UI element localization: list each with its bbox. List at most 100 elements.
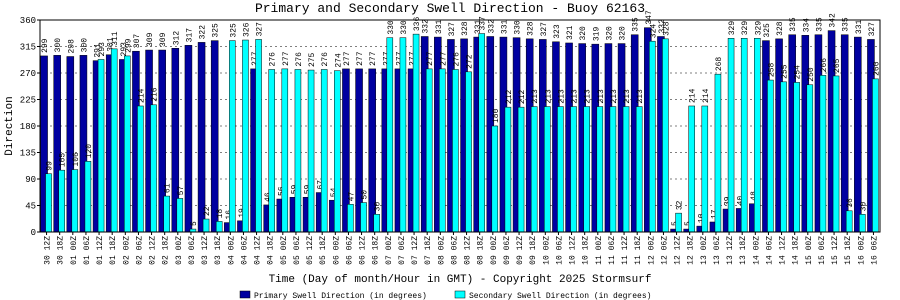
value-label: 213 [571,89,580,104]
value-label: 332 [422,19,431,34]
bar [583,106,590,233]
bar [71,169,79,233]
value-label: 30 [859,202,868,212]
plot-frame [39,19,881,233]
value-label: 321 [566,25,575,40]
value-label: 327 [256,22,265,37]
value-label: 266 [820,58,829,73]
value-label: 299 [41,38,50,53]
value-label: 214 [702,88,711,103]
bar [215,221,223,233]
value-label: 275 [308,52,317,67]
value-label: 309 [159,32,168,47]
x-tick-label: 03 12Z [201,236,210,265]
value-label: 309 [146,32,155,47]
legend-label: Secondary Swell Direction (in degrees) [469,292,651,300]
value-label: 334 [802,18,811,33]
x-tick-label: 10 06Z [555,236,564,265]
value-label: 327 [868,22,877,37]
x-tick-label: 12 18Z [687,236,696,265]
x-tick-label: 04 18Z [267,236,276,265]
bar [255,39,262,233]
value-label: 328 [662,21,671,36]
bar [557,106,564,233]
bar [184,45,193,233]
bar [635,106,643,233]
value-label: 255 [781,64,790,79]
y-tick-label: 270 [20,69,36,79]
value-label: 298 [67,39,76,54]
value-label: 328 [527,21,536,36]
x-tick-label: 08 00Z [437,236,446,265]
value-label: 335 [789,17,798,32]
value-label: 331 [474,19,483,34]
x-tick-label: 12 00Z [647,236,656,265]
value-label: 322 [199,25,208,40]
value-label: 276 [321,52,330,67]
x-tick-label: 14 00Z [752,236,761,265]
value-label: 277 [439,51,448,66]
value-label: 319 [592,27,601,42]
x-tick-label: 15 00Z [805,236,814,265]
x-tick-label: 06 00Z [332,236,341,265]
value-label: 331 [855,19,864,34]
value-label: 329 [741,21,750,36]
x-tick-label: 11 00Z [595,236,604,265]
bar [137,105,144,233]
value-label: 325 [229,23,238,38]
value-label: 213 [544,89,553,104]
x-tick-label: 02 18Z [162,236,171,265]
bar [360,202,367,233]
bar [780,81,787,233]
bar [622,106,630,233]
x-tick-label: 03 18Z [214,236,223,265]
value-label: 260 [872,61,881,76]
bar [609,106,617,233]
legend-label: Primary Swell Direction (in degrees) [254,292,427,300]
bar [452,69,459,233]
x-tick-label: 07 18Z [424,236,433,265]
x-tick-label: 02 00Z [122,236,131,265]
value-label: 331 [500,19,509,34]
bar [517,106,525,233]
x-tick-label: 09 12Z [516,236,525,265]
value-label: 293 [120,42,129,57]
bar [176,198,184,233]
value-label: 214 [689,88,698,103]
bar [675,212,682,233]
value-label: 18 [216,209,225,219]
bar [202,218,210,233]
x-tick-label: 16 00Z [857,236,866,265]
bar [110,48,118,233]
value-label: 312 [172,31,181,46]
value-label: 276 [269,52,278,67]
x-tick-label: 06 12Z [359,236,368,265]
bar [210,40,219,233]
value-label: 47 [347,192,356,202]
value-label: 276 [295,52,304,67]
value-label: 336 [413,17,422,32]
x-tick-label: 10 18Z [582,236,591,265]
bar [347,204,354,233]
x-tick-label: 11 06Z [608,236,617,265]
x-tick-label: 06 06Z [345,236,354,265]
value-label: 327 [540,22,549,37]
value-label: 265 [833,58,842,73]
x-tick-label: 11 12Z [621,236,630,265]
legend-swatch [239,290,251,299]
value-label: 268 [715,57,724,72]
x-tick-label: 05 12Z [306,236,315,265]
x-tick-label: 02 12Z [149,236,158,265]
x-tick-label: 12 12Z [674,236,683,265]
value-label: 105 [59,153,68,168]
x-tick-label: 06 18Z [372,236,381,265]
value-label: 213 [623,89,632,104]
chart-title: Primary and Secondary Swell Direction - … [255,1,645,16]
bar [544,106,551,233]
bar [386,37,394,233]
bar [425,68,433,233]
value-label: 325 [212,23,221,38]
value-label: 213 [610,89,619,104]
bar [872,78,879,233]
x-tick-label: 30 12Z [44,236,53,265]
